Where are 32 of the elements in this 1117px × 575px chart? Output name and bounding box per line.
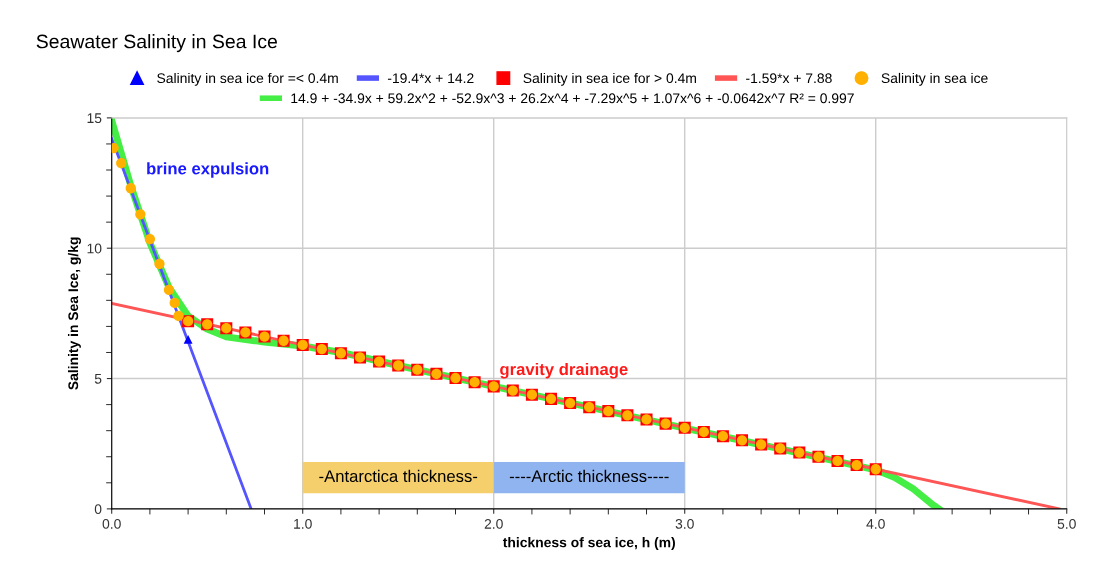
legend-label: Salinity in sea ice for > 0.4m [523,72,696,86]
band-label: -Antarctica thickness- [319,469,478,483]
x-axis-title: thickness of sea ice, h (m) [502,537,675,551]
y-tick-label: 5 [94,374,102,384]
point [173,310,184,322]
band-label: ----Arctic thickness---- [509,469,669,483]
chart-title: Seawater Salinity in Sea Ice [36,34,277,53]
legend-label: Salinity in sea ice [881,72,988,86]
annotation: gravity drainage [500,362,628,379]
point [169,297,180,309]
legend-label: Salinity in sea ice for =< 0.4m [157,72,338,86]
legend-label: 14.9 + -34.9x + 59.2x^2 + -52.9x^3 + 26.2x^4 + -7.29x^5 + 1.07x^6 + -0.0642x^7 R² = 0.997 [291,93,854,104]
y-tick-label: 10 [87,243,102,254]
x-tick-label: 1.0 [294,518,312,529]
x-tick-label: 3.0 [675,518,694,529]
y-tick-label: 15 [87,113,102,124]
x-tick-label: 5.0 [1057,518,1076,529]
y-axis-title: Salinity in Sea Ice, g/kg [67,237,81,390]
x-tick-label: 2.0 [484,518,503,529]
point [183,335,193,344]
legend-label: -19.4*x + 14.2 [387,73,474,84]
point [144,233,156,245]
y-tick-label: 0 [94,504,102,515]
point [125,183,136,194]
legend-label: -1.59*x + 7.88 [746,73,832,84]
point [154,258,165,269]
x-tick-label: 0.0 [102,518,121,529]
x-tick-label: 4.0 [866,518,885,529]
point [135,209,146,220]
point [116,158,127,169]
annotation: brine expulsion [147,162,269,178]
point [163,284,175,296]
